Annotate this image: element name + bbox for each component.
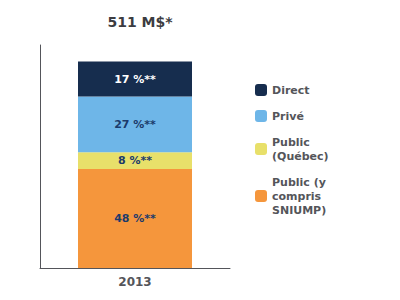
svg-text:Direct: Direct — [272, 84, 310, 97]
svg-text:Public (y: Public (y — [272, 176, 326, 189]
svg-text:17 %**: 17 %** — [114, 73, 156, 86]
svg-text:511 M$*: 511 M$* — [107, 14, 173, 30]
svg-text:27 %**: 27 %** — [114, 118, 156, 131]
svg-text:48 %**: 48 %** — [114, 212, 156, 225]
svg-text:Privé: Privé — [272, 110, 304, 123]
svg-text:8 %**: 8 %** — [118, 154, 152, 167]
svg-text:compris: compris — [272, 190, 322, 203]
svg-text:2013: 2013 — [118, 275, 151, 289]
svg-text:Public: Public — [272, 136, 310, 149]
svg-text:(Québec): (Québec) — [272, 150, 329, 163]
svg-text:SNIUMP): SNIUMP) — [272, 204, 326, 217]
